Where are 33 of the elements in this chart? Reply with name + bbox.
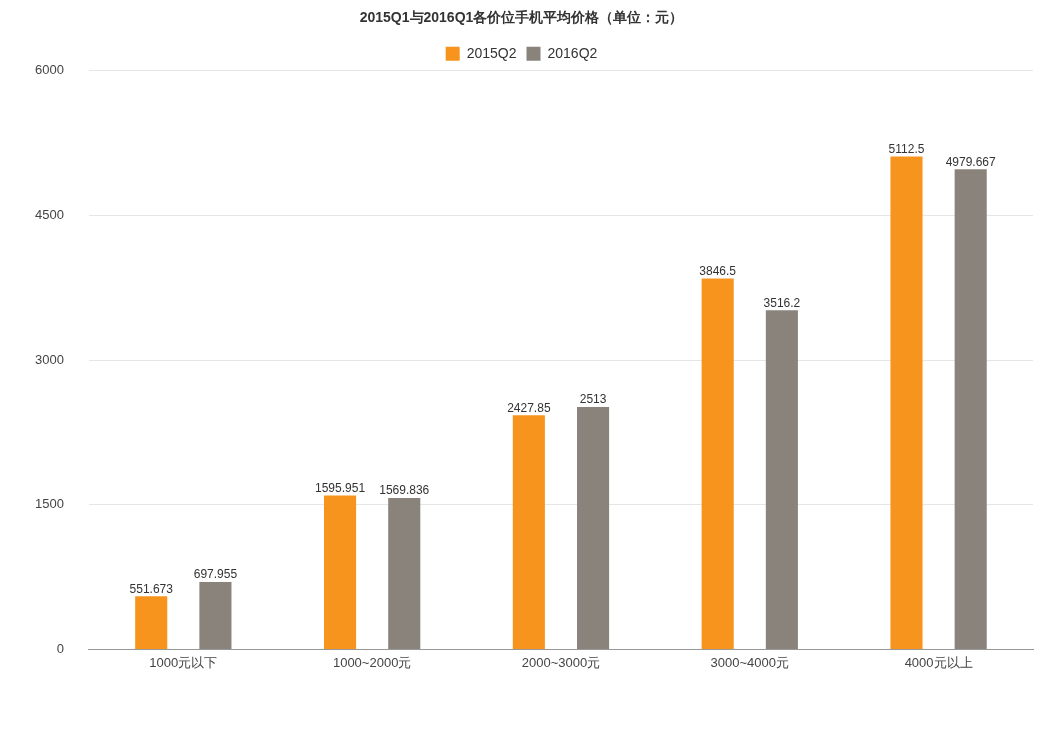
data-label: 1569.836 bbox=[379, 483, 430, 498]
bar bbox=[765, 310, 798, 649]
bar bbox=[701, 278, 734, 649]
bar bbox=[890, 156, 923, 649]
data-label: 551.673 bbox=[129, 581, 174, 596]
data-label: 5112.5 bbox=[888, 141, 925, 156]
data-label: 1595.951 bbox=[315, 480, 366, 495]
chart-title: 2015Q1与2016Q1各价位手机平均价格（单位：元） bbox=[359, 9, 684, 26]
y-tick-label: 1500 bbox=[35, 496, 64, 512]
data-label: 2513 bbox=[579, 392, 607, 407]
bar bbox=[577, 407, 610, 649]
bar bbox=[135, 596, 168, 649]
x-tick-label: 2000~3000元 bbox=[521, 654, 601, 670]
y-tick-label: 3000 bbox=[35, 351, 64, 367]
data-label: 3846.5 bbox=[699, 263, 737, 278]
bar bbox=[512, 415, 545, 649]
y-tick-label: 0 bbox=[56, 640, 64, 656]
bar bbox=[199, 582, 232, 649]
data-label: 697.955 bbox=[193, 567, 238, 582]
bar bbox=[324, 495, 357, 649]
legend-label: 2015Q2 bbox=[466, 44, 517, 61]
x-tick-label: 1000~2000元 bbox=[332, 654, 412, 670]
y-tick-label: 6000 bbox=[35, 62, 64, 78]
x-tick-label: 1000元以下 bbox=[149, 654, 218, 670]
bar bbox=[388, 498, 421, 649]
x-tick-label: 4000元以上 bbox=[904, 654, 973, 670]
data-label: 4979.667 bbox=[945, 154, 997, 169]
y-tick-label: 4500 bbox=[35, 207, 64, 223]
bar bbox=[954, 169, 987, 649]
data-label: 2427.85 bbox=[507, 400, 551, 415]
data-label: 3516.2 bbox=[763, 295, 801, 310]
legend-label: 2016Q2 bbox=[547, 44, 598, 61]
x-tick-label: 3000~4000元 bbox=[710, 654, 789, 670]
